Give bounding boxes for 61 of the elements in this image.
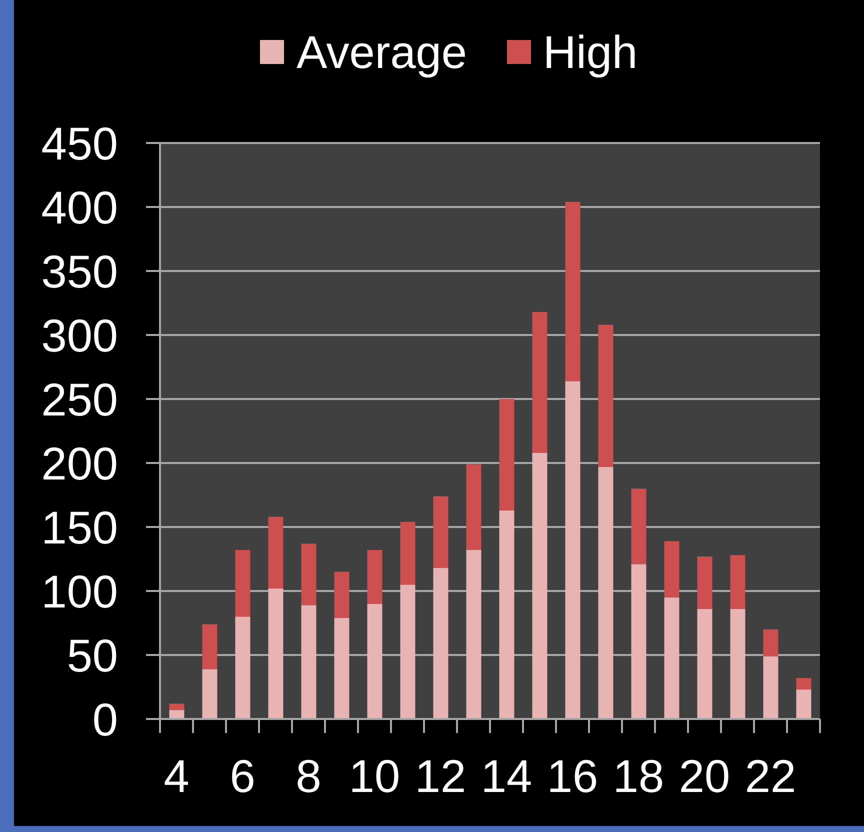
bar: [334, 618, 350, 719]
y-tick-label: 400: [41, 181, 118, 234]
bar: [466, 464, 482, 550]
bar: [796, 678, 812, 690]
bar: [301, 544, 316, 606]
x-tick-label: 10: [348, 750, 400, 802]
bar: [565, 202, 580, 382]
bar: [697, 556, 712, 609]
bar: [697, 608, 712, 719]
bar: [466, 550, 482, 719]
x-tick-label: 4: [164, 750, 190, 802]
y-tick-label: 100: [41, 565, 118, 618]
bar: [763, 656, 778, 719]
bar: [235, 550, 250, 617]
y-tick-label: 50: [66, 629, 118, 682]
bar: [532, 312, 548, 453]
bar: [202, 669, 218, 719]
x-tick-label: 8: [296, 750, 322, 802]
y-tick-label: 300: [41, 309, 118, 362]
bar: [598, 466, 614, 719]
bar: [301, 605, 316, 719]
x-tick-label: 22: [744, 750, 796, 802]
bar: [433, 568, 448, 719]
legend-label: Average: [296, 26, 467, 78]
x-tick-label: 6: [230, 750, 256, 802]
bar: [202, 624, 218, 670]
bar: [334, 572, 350, 618]
bar: [763, 629, 778, 656]
bar: [400, 584, 416, 719]
bar: [400, 522, 416, 585]
bar: [664, 597, 680, 719]
x-tick-label: 16: [546, 750, 598, 802]
x-tick-label: 14: [480, 750, 532, 802]
bar: [367, 604, 382, 719]
bar: [532, 452, 548, 719]
bar: [664, 541, 680, 598]
y-tick-label: 150: [41, 501, 118, 554]
y-tick-label: 200: [41, 437, 118, 490]
bar: [499, 510, 514, 719]
bar: [730, 608, 746, 719]
bar: [631, 564, 646, 719]
bar: [268, 516, 284, 588]
bar: [367, 550, 382, 604]
y-tick-label: 350: [41, 245, 118, 298]
bar: [499, 399, 514, 510]
x-tick-label: 12: [414, 750, 466, 802]
bar: [169, 704, 184, 710]
legend-label: High: [542, 26, 638, 78]
bar: [730, 555, 746, 609]
y-tick-label: 250: [41, 373, 118, 426]
y-tick-label: 450: [41, 117, 118, 170]
x-tick-label: 20: [678, 750, 730, 802]
bar: [565, 381, 580, 719]
bar: [598, 324, 614, 467]
bar: [433, 496, 448, 568]
y-tick-label: 0: [92, 693, 118, 746]
bar: [796, 690, 812, 719]
x-tick-label: 18: [612, 750, 664, 802]
bar: [268, 588, 284, 719]
bar: [235, 616, 250, 719]
bar: [631, 488, 646, 564]
